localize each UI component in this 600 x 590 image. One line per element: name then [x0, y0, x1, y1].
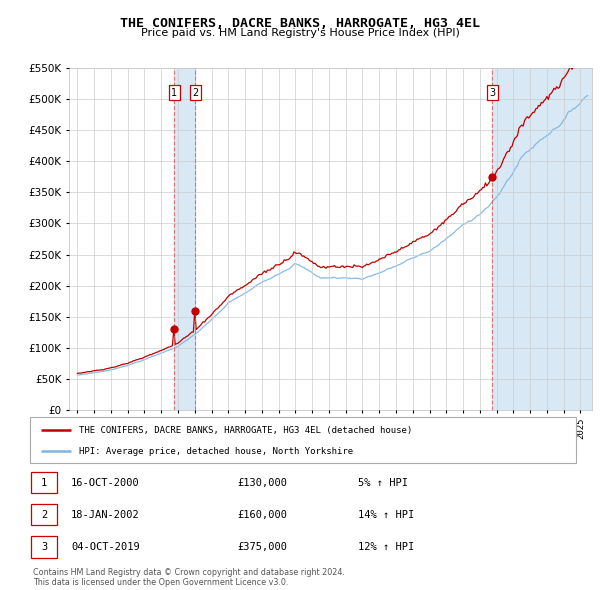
Text: 04-OCT-2019: 04-OCT-2019 [71, 542, 140, 552]
Text: THE CONIFERS, DACRE BANKS, HARROGATE, HG3 4EL (detached house): THE CONIFERS, DACRE BANKS, HARROGATE, HG… [79, 425, 412, 434]
Text: Contains HM Land Registry data © Crown copyright and database right 2024.: Contains HM Land Registry data © Crown c… [33, 568, 345, 576]
Text: 5% ↑ HPI: 5% ↑ HPI [358, 478, 407, 488]
Text: HPI: Average price, detached house, North Yorkshire: HPI: Average price, detached house, Nort… [79, 447, 353, 455]
Text: £130,000: £130,000 [238, 478, 287, 488]
Text: 3: 3 [490, 88, 496, 98]
Text: 12% ↑ HPI: 12% ↑ HPI [358, 542, 414, 552]
Text: £375,000: £375,000 [238, 542, 287, 552]
Bar [493, 68, 592, 410]
Text: Price paid vs. HM Land Registry's House Price Index (HPI): Price paid vs. HM Land Registry's House … [140, 28, 460, 38]
Bar [31, 536, 58, 558]
Text: This data is licensed under the Open Government Licence v3.0.: This data is licensed under the Open Gov… [33, 578, 289, 587]
Text: 1: 1 [172, 88, 178, 98]
Text: 2: 2 [193, 88, 199, 98]
Bar [31, 504, 58, 526]
Text: 1: 1 [41, 478, 47, 488]
Text: 3: 3 [41, 542, 47, 552]
Text: 2: 2 [41, 510, 47, 520]
Bar [31, 472, 58, 493]
Text: 16-OCT-2000: 16-OCT-2000 [71, 478, 140, 488]
Bar [175, 68, 196, 410]
Text: THE CONIFERS, DACRE BANKS, HARROGATE, HG3 4EL: THE CONIFERS, DACRE BANKS, HARROGATE, HG… [120, 17, 480, 30]
Text: 14% ↑ HPI: 14% ↑ HPI [358, 510, 414, 520]
Text: 18-JAN-2002: 18-JAN-2002 [71, 510, 140, 520]
Text: £160,000: £160,000 [238, 510, 287, 520]
